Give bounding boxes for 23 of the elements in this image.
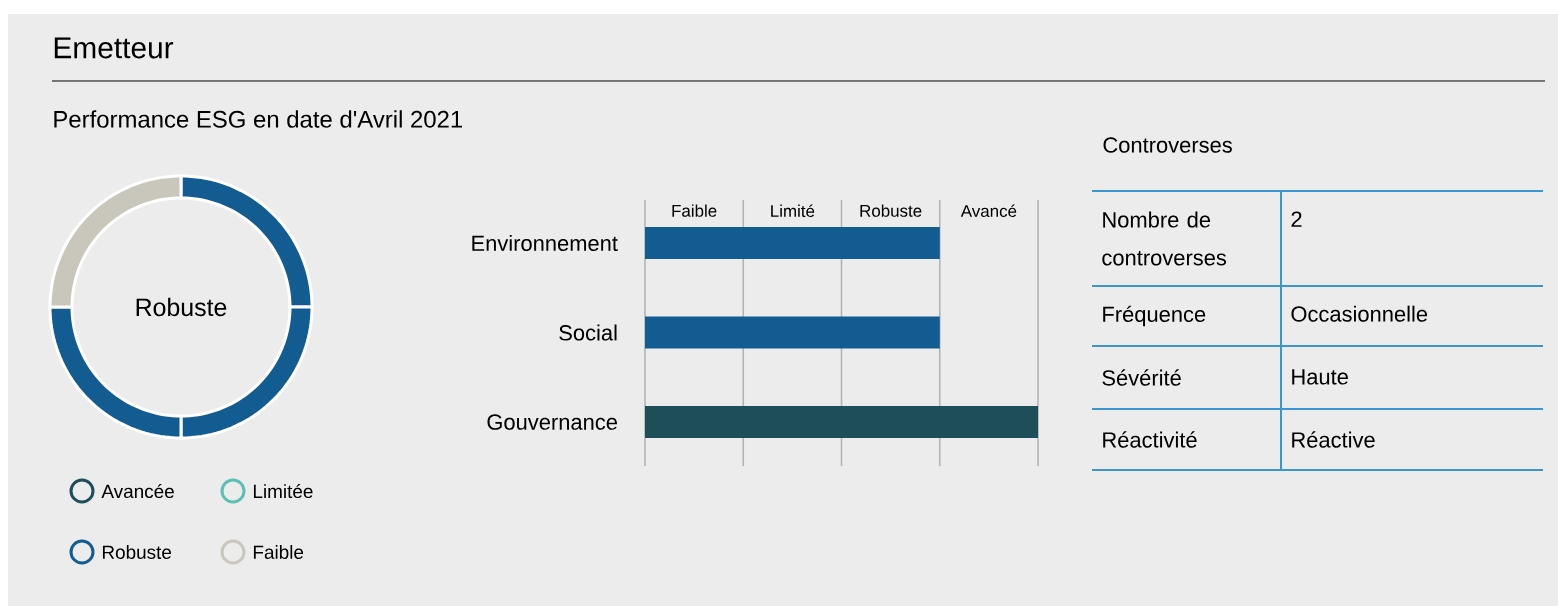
text: Robuste: [136, 297, 227, 317]
text: Controverses: [1103, 137, 1232, 153]
chart-subtitle: Performance ESG en date d'Avril 2021: [54, 110, 463, 128]
annotation: Avancé: [960, 204, 1017, 218]
annotation: Robuste: [860, 204, 922, 217]
y-tick-label: Environnement: [472, 234, 618, 252]
text: Haute: [1292, 369, 1348, 385]
text: Occasionnelle: [1291, 305, 1428, 322]
text: 2: [1291, 211, 1302, 227]
chart-title: Emetteur: [54, 37, 174, 59]
text: Réactive: [1292, 431, 1375, 448]
annotation: Faible: [672, 204, 717, 217]
y-tick-label: Gouvernance: [487, 414, 617, 430]
category-label: Limitée: [253, 483, 313, 499]
category-label: Sévérité: [1102, 369, 1181, 386]
category-label: Réactivité: [1103, 431, 1197, 448]
y-tick-label: Social: [559, 324, 617, 341]
category-label: Fréquence: [1103, 305, 1206, 327]
category-label: Avancée: [101, 483, 174, 499]
category-label: Robuste: [102, 545, 172, 559]
category-label: Faible: [253, 545, 304, 559]
category-label: Nombre de controverses: [1102, 211, 1227, 266]
annotation: Limité: [771, 204, 815, 218]
